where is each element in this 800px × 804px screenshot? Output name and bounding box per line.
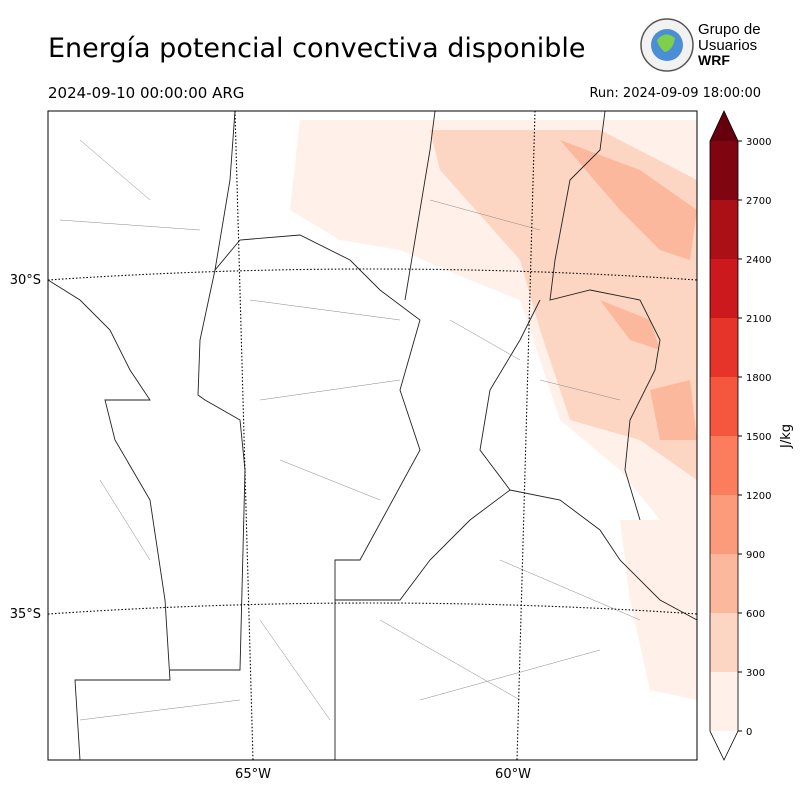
- border: [197, 269, 216, 401]
- lon-label: 65°W: [235, 767, 271, 782]
- map: [48, 111, 697, 760]
- colorbar-segment: [710, 200, 738, 259]
- colorbar-segment: [710, 495, 738, 554]
- border: [479, 299, 541, 491]
- logo-text: Usuarios: [698, 37, 757, 54]
- colorbar-tick-label: 1800: [746, 373, 771, 384]
- lon-label: 60°W: [495, 767, 531, 782]
- colorbar-segment: [710, 436, 738, 495]
- colorbar-segment: [710, 613, 738, 672]
- logo-land: [657, 34, 675, 52]
- colorbar-tick-label: 0: [746, 727, 752, 738]
- colorbar-over: [710, 111, 738, 141]
- shade: [650, 380, 697, 440]
- colorbar-tick-label: 600: [746, 609, 765, 620]
- border: [404, 111, 436, 301]
- title: Energía potencial convectiva disponible: [48, 33, 585, 64]
- colorbar-segment: [710, 141, 738, 200]
- shade: [600, 300, 660, 350]
- graticule: [48, 602, 697, 615]
- colorbar-segment: [710, 672, 738, 731]
- logo: Grupo de Usuarios WRF: [640, 18, 761, 72]
- colorbar-tick-label: 900: [746, 550, 765, 561]
- graticule: [48, 268, 697, 281]
- border: [170, 399, 246, 671]
- colorbar-under: [710, 731, 738, 760]
- valid-time: 2024-09-10 00:00:00 ARG: [48, 84, 244, 102]
- colorbar-segment: [710, 554, 738, 613]
- colorbar-tick-label: 3000: [746, 137, 771, 148]
- shade: [560, 140, 697, 260]
- colorbar-tick-label: 2700: [746, 196, 771, 207]
- colorbar-segment: [710, 377, 738, 436]
- colorbar-tick-label: 300: [746, 668, 765, 679]
- logo-text: Grupo de: [698, 21, 761, 38]
- colorbar-segment: [710, 259, 738, 318]
- colorbar-label: J/kg: [779, 424, 794, 449]
- colorbar-tick-label: 1500: [746, 432, 771, 443]
- lat-label: 35°S: [10, 607, 41, 622]
- colorbar-tick-label: 2100: [746, 314, 771, 325]
- border: [549, 111, 661, 521]
- county-lines: [59, 139, 641, 721]
- colorbar: 0 300 600 900 1200 1500 1800 2100 2400 2700 3000: [709, 110, 771, 761]
- border: [48, 279, 171, 760]
- border: [335, 489, 697, 621]
- colorbar-segment: [710, 318, 738, 377]
- logo-text: WRF: [698, 52, 730, 68]
- shade: [620, 520, 697, 700]
- lat-label: 30°S: [10, 273, 41, 288]
- map-frame: [47, 110, 698, 761]
- colorbar-tick-label: 1200: [746, 491, 771, 502]
- colorbar-tick-label: 2400: [746, 255, 771, 266]
- run-time: Run: 2024-09-09 18:00:00: [589, 86, 761, 101]
